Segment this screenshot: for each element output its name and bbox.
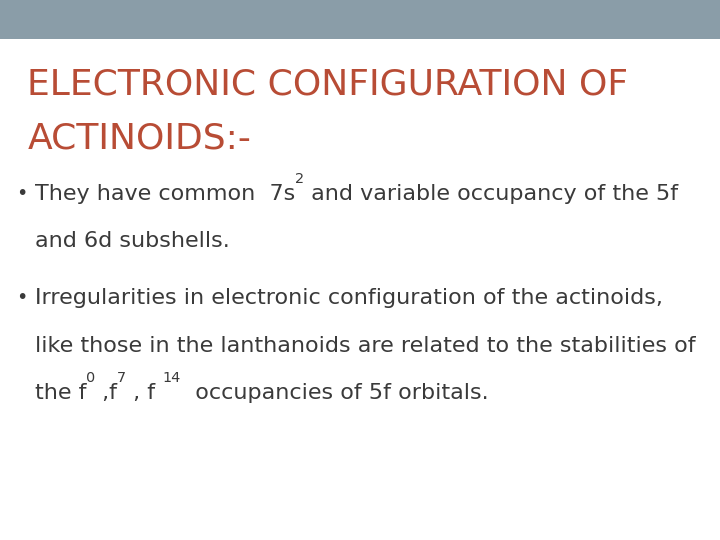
Text: ELECTRONIC CONFIGURATION OF: ELECTRONIC CONFIGURATION OF [27,68,629,102]
Text: and variable occupancy of the 5f: and variable occupancy of the 5f [304,184,678,204]
Text: They have common  7s: They have common 7s [35,184,294,204]
Bar [0,0,720,39]
Text: like those in the lanthanoids are related to the stabilities of: like those in the lanthanoids are relate… [35,336,696,356]
Text: occupancies of 5f orbitals.: occupancies of 5f orbitals. [181,383,489,403]
Text: •: • [16,184,27,202]
Text: 7: 7 [117,372,127,386]
Text: Irregularities in electronic configuration of the actinoids,: Irregularities in electronic configurati… [35,288,662,308]
Text: 14: 14 [163,372,181,386]
Text: 2: 2 [294,172,304,186]
Text: 0: 0 [86,372,95,386]
Text: the f: the f [35,383,86,403]
Text: , f: , f [127,383,163,403]
Text: ACTINOIDS:-: ACTINOIDS:- [27,122,251,156]
Text: •: • [16,288,27,307]
Text: and 6d subshells.: and 6d subshells. [35,231,229,251]
Text: ,f: ,f [95,383,117,403]
